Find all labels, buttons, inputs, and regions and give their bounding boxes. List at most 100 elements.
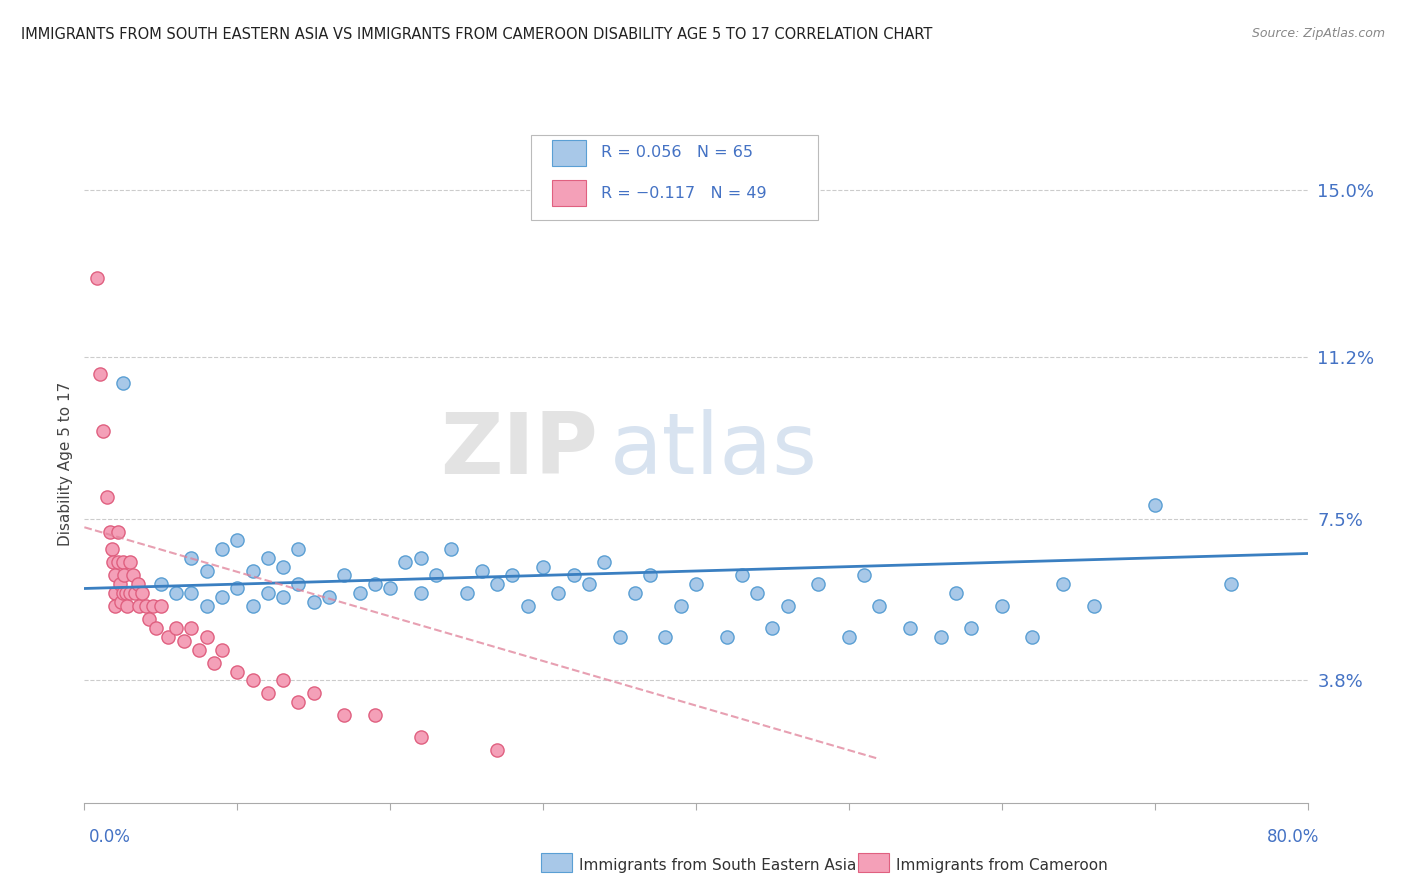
- Point: [869, 599, 891, 613]
- Point: [112, 568, 135, 582]
- Point: [547, 586, 569, 600]
- Y-axis label: Disability Age 5 to 17: Disability Age 5 to 17: [58, 382, 73, 546]
- Point: [638, 568, 661, 582]
- Point: [776, 599, 799, 613]
- Point: [115, 599, 138, 613]
- Point: [609, 630, 631, 644]
- Point: [111, 586, 134, 600]
- Point: [456, 586, 478, 600]
- Point: [747, 586, 769, 600]
- Point: [654, 630, 676, 644]
- Text: Source: ZipAtlas.com: Source: ZipAtlas.com: [1251, 27, 1385, 40]
- Point: [302, 686, 325, 700]
- Point: [195, 564, 218, 578]
- Point: [302, 594, 325, 608]
- Point: [86, 271, 108, 285]
- Point: [242, 599, 264, 613]
- Text: IMMIGRANTS FROM SOUTH EASTERN ASIA VS IMMIGRANTS FROM CAMEROON DISABILITY AGE 5 : IMMIGRANTS FROM SOUTH EASTERN ASIA VS IM…: [21, 27, 932, 42]
- Point: [502, 568, 524, 582]
- Point: [960, 621, 983, 635]
- Point: [135, 599, 157, 613]
- Point: [138, 612, 160, 626]
- Point: [142, 599, 165, 613]
- Point: [195, 599, 218, 613]
- Point: [624, 586, 647, 600]
- Point: [1083, 599, 1105, 613]
- Point: [853, 568, 876, 582]
- Point: [131, 586, 153, 600]
- Point: [107, 555, 129, 569]
- Text: 0.0%: 0.0%: [89, 828, 131, 846]
- Point: [120, 555, 142, 569]
- Point: [242, 564, 264, 578]
- Point: [380, 582, 402, 596]
- Point: [89, 367, 111, 381]
- Point: [440, 542, 463, 557]
- Point: [157, 630, 180, 644]
- Point: [226, 533, 249, 548]
- Point: [349, 586, 371, 600]
- Point: [211, 542, 233, 557]
- Point: [471, 564, 494, 578]
- Point: [394, 555, 416, 569]
- Point: [409, 730, 432, 744]
- Point: [165, 586, 187, 600]
- Point: [107, 524, 129, 539]
- Point: [287, 542, 309, 557]
- Point: [731, 568, 754, 582]
- Point: [211, 591, 233, 605]
- Point: [333, 708, 356, 723]
- Text: Immigrants from South Eastern Asia: Immigrants from South Eastern Asia: [579, 858, 856, 872]
- Point: [1220, 577, 1243, 591]
- Point: [145, 621, 167, 635]
- Point: [409, 550, 432, 565]
- Point: [364, 577, 387, 591]
- Point: [149, 577, 172, 591]
- Point: [318, 591, 340, 605]
- Point: [287, 577, 309, 591]
- Point: [486, 577, 509, 591]
- Point: [1021, 630, 1043, 644]
- Point: [257, 586, 280, 600]
- Point: [425, 568, 447, 582]
- Point: [111, 376, 134, 390]
- Text: R = −0.117   N = 49: R = −0.117 N = 49: [600, 186, 766, 201]
- Point: [271, 591, 294, 605]
- FancyBboxPatch shape: [531, 135, 818, 219]
- Point: [180, 621, 202, 635]
- Text: ZIP: ZIP: [440, 409, 598, 491]
- Point: [149, 599, 172, 613]
- Text: 80.0%: 80.0%: [1267, 828, 1319, 846]
- Text: R = 0.056   N = 65: R = 0.056 N = 65: [600, 145, 752, 161]
- Point: [271, 559, 294, 574]
- Point: [173, 634, 195, 648]
- Point: [104, 568, 127, 582]
- Point: [120, 586, 142, 600]
- Point: [180, 586, 202, 600]
- Point: [516, 599, 538, 613]
- FancyBboxPatch shape: [551, 140, 586, 166]
- Point: [257, 686, 280, 700]
- Point: [991, 599, 1014, 613]
- Point: [104, 599, 127, 613]
- Point: [98, 524, 121, 539]
- Point: [242, 673, 264, 688]
- Point: [122, 568, 145, 582]
- Point: [101, 542, 124, 557]
- Point: [271, 673, 294, 688]
- Point: [807, 577, 830, 591]
- Point: [761, 621, 783, 635]
- Point: [838, 630, 860, 644]
- Point: [110, 594, 132, 608]
- Point: [685, 577, 707, 591]
- Text: Immigrants from Cameroon: Immigrants from Cameroon: [896, 858, 1108, 872]
- Point: [226, 582, 249, 596]
- Point: [114, 586, 136, 600]
- Point: [124, 586, 146, 600]
- Text: atlas: atlas: [610, 409, 818, 491]
- Point: [128, 599, 150, 613]
- Point: [945, 586, 967, 600]
- Point: [409, 586, 432, 600]
- Point: [188, 642, 211, 657]
- Point: [96, 490, 118, 504]
